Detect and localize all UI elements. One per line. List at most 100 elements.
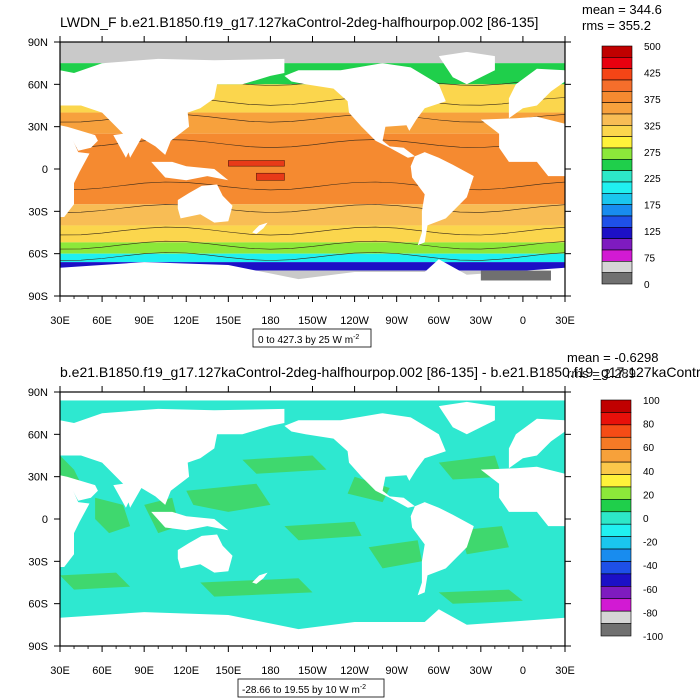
positive-anomaly — [347, 476, 390, 503]
warm-pool-peak — [256, 172, 285, 181]
land-antarctic — [60, 609, 565, 646]
colorbar-label: 175 — [644, 201, 661, 212]
land-australia — [177, 184, 233, 223]
y-tick-label: 0 — [42, 164, 48, 176]
colorbar-cell — [601, 147, 633, 160]
colorbar-cell — [601, 181, 633, 194]
colorbar-cell — [600, 511, 632, 525]
x-tick-label: 90E — [134, 665, 154, 677]
field-band — [60, 225, 565, 243]
colorbar-cell — [601, 249, 633, 262]
polar-blank — [60, 392, 565, 401]
y-tick-label: 60N — [28, 429, 48, 441]
colorbar-cell — [600, 623, 632, 637]
map-field — [60, 42, 565, 296]
colorbar-label: -40 — [643, 561, 658, 572]
positive-anomaly — [459, 526, 509, 555]
positive-anomaly — [95, 497, 131, 534]
land-namerica — [284, 63, 446, 158]
stat-mean: mean = -0.6298 — [567, 350, 658, 365]
x-tick-label: 60W — [427, 665, 450, 677]
contour-info-text: -28.66 to 19.55 by 10 W m — [242, 685, 360, 696]
y-tick-label: 30N — [28, 122, 48, 134]
colorbar-label: 60 — [643, 443, 655, 454]
positive-anomaly — [200, 578, 313, 597]
x-tick-label: 150W — [298, 665, 327, 677]
y-tick-label: 30S — [28, 206, 48, 218]
contour-unit-exp: -2 — [360, 684, 366, 691]
colorbar-label: -100 — [643, 632, 663, 643]
ice-sheet — [480, 270, 551, 281]
colorbar-label: 0 — [643, 514, 649, 525]
colorbar-cell — [600, 486, 632, 500]
x-tick-label: 30W — [470, 665, 493, 677]
land-australia — [177, 534, 233, 573]
x-tick-label: 60E — [92, 315, 112, 327]
colorbar-cell — [601, 79, 633, 92]
axis-ticks: 30E 60E 90E 120E 150E 180 150W 120W 90W 60W 30W 0 30… — [28, 386, 575, 677]
x-tick-label: 60E — [92, 665, 112, 677]
land-europe — [508, 418, 565, 469]
land-africaW — [480, 116, 565, 177]
positive-anomaly — [60, 572, 131, 590]
y-tick-label: 60S — [28, 599, 48, 611]
field-band — [60, 242, 565, 254]
y-tick-label: 90S — [28, 641, 48, 653]
x-tick-label: 150E — [215, 315, 241, 327]
colorbar-label: 40 — [643, 467, 655, 478]
colorbar-label: 100 — [643, 396, 660, 407]
colorbar-cell — [601, 272, 633, 285]
land-europe — [508, 68, 565, 119]
colorbar-cell — [601, 159, 633, 171]
chart-title: b.e21.B1850.f19_g17.127kaControl-2deg-ha… — [60, 364, 700, 380]
contour-line — [60, 139, 565, 148]
land-africa — [60, 475, 90, 567]
y-tick-label: 90N — [28, 37, 48, 49]
contour-line — [60, 204, 565, 213]
y-tick-label: 90N — [28, 387, 48, 399]
colorbar-label: 125 — [644, 227, 661, 238]
colorbar-cell — [600, 436, 632, 450]
positive-anomaly — [438, 589, 523, 604]
x-tick-label: 120W — [340, 665, 369, 677]
colorbar-cell — [600, 536, 632, 550]
colorbar-cell — [601, 102, 633, 115]
colorbar-label: -20 — [643, 538, 658, 549]
x-tick-label: 120W — [340, 315, 369, 327]
y-tick-label: 30N — [28, 472, 48, 484]
positive-anomaly — [368, 540, 422, 569]
x-tick-label: 120E — [173, 315, 199, 327]
y-tick-label: 60N — [28, 79, 48, 91]
colorbar-cell — [601, 215, 633, 228]
colorbar-label: 225 — [644, 174, 661, 185]
land-greenland — [438, 51, 495, 85]
colorbar-cell — [601, 45, 633, 58]
colorbar-cell — [600, 449, 632, 463]
colorbar-cell — [601, 136, 633, 149]
chart-title: LWDN_F b.e21.B1850.f19_g17.127kaControl-… — [60, 14, 538, 30]
contour-info: 0 to 427.3 by 25 W m-2 — [258, 334, 359, 346]
contour-line — [60, 240, 565, 250]
x-tick-label: 30E — [50, 315, 70, 327]
x-tick-label: 0 — [520, 315, 526, 327]
contour-line — [60, 252, 565, 261]
colorbar-cell — [600, 499, 632, 513]
positive-anomaly — [186, 483, 271, 512]
colorbar-label: 20 — [643, 490, 655, 501]
x-tick-label: 30E — [555, 665, 575, 677]
colorbar-cell — [601, 261, 633, 273]
colorbar-label: -60 — [643, 585, 658, 596]
panel-difference: b.e21.B1850.f19_g17.127kaControl-2deg-ha… — [28, 350, 700, 698]
colorbar-cell — [600, 573, 632, 587]
land-namerica — [284, 413, 446, 508]
field-band — [60, 133, 565, 205]
colorbar-label: 0 — [644, 280, 650, 291]
x-tick-label: 30E — [50, 665, 70, 677]
colorbar-cell — [601, 125, 633, 137]
colorbar-cell — [600, 548, 632, 562]
land-antarctic — [60, 259, 565, 296]
colorbar-cell — [600, 598, 632, 612]
land-arabia — [67, 126, 98, 151]
x-tick-label: 150W — [298, 315, 327, 327]
